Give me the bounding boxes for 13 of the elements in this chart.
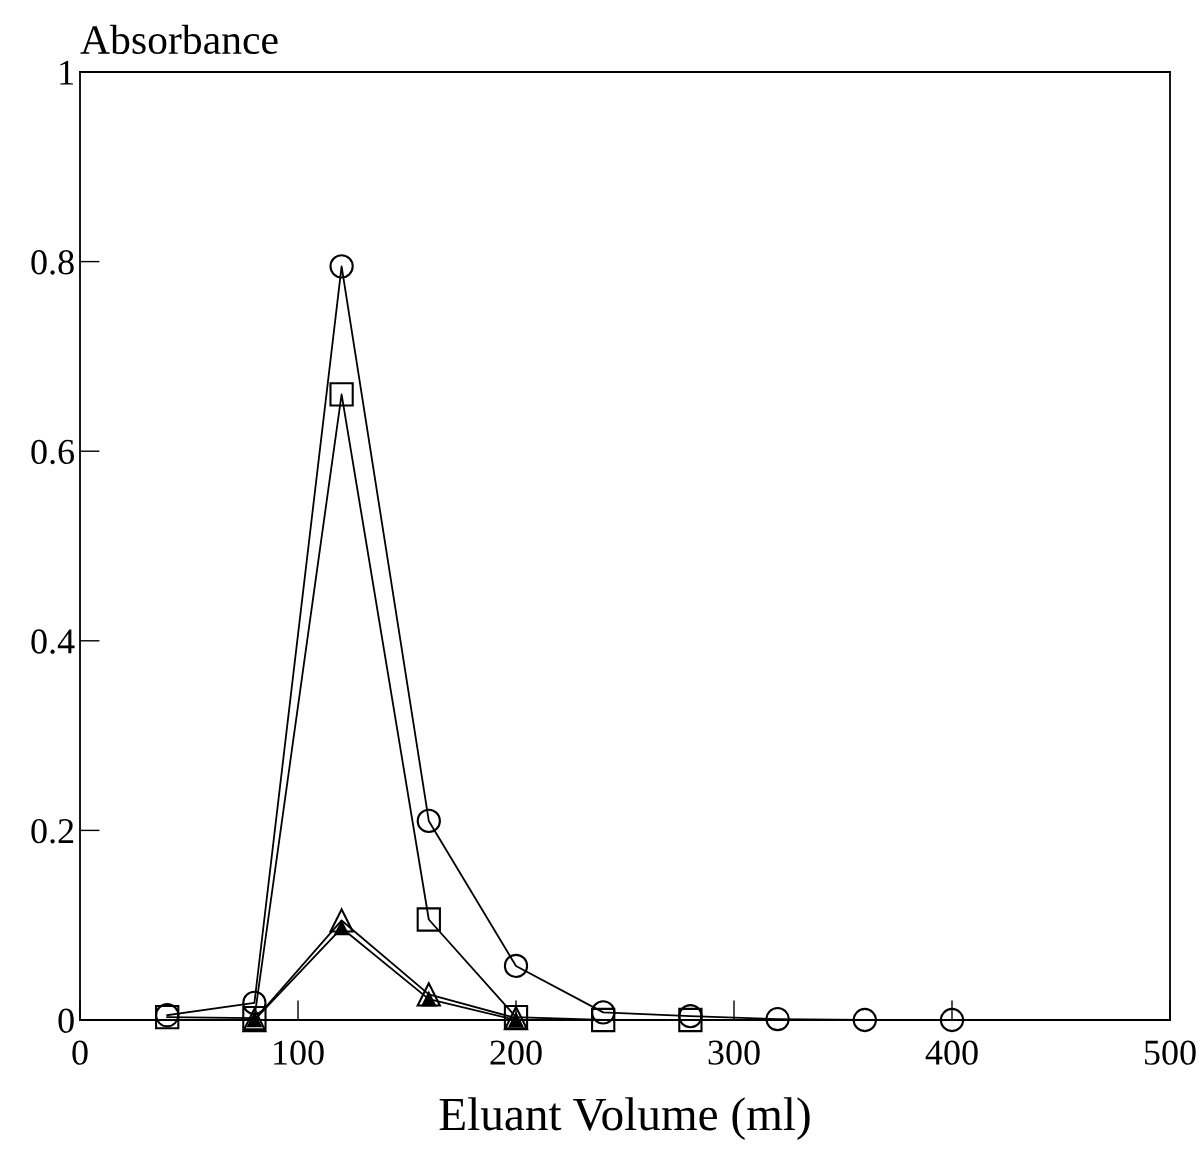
x-tick-label: 200 [490,1040,542,1065]
x-tick-label: 100 [274,1040,324,1065]
y-tick-label: 0.6 [31,439,75,465]
y-tick-label: 0.4 [31,629,75,654]
y-tick-label: 0 [58,1008,74,1033]
x-tick-label: 500 [1145,1040,1196,1065]
x-tick-label: 400 [925,1040,978,1065]
y-axis-title: Absorbance [80,24,278,55]
y-tick-label: 1 [60,60,73,85]
y-tick-label: 0.8 [31,250,74,275]
y-tick-label: 0.2 [31,818,74,844]
x-tick-label: 300 [708,1040,760,1065]
x-axis-title: Eluant Volume (ml) [439,1097,810,1141]
